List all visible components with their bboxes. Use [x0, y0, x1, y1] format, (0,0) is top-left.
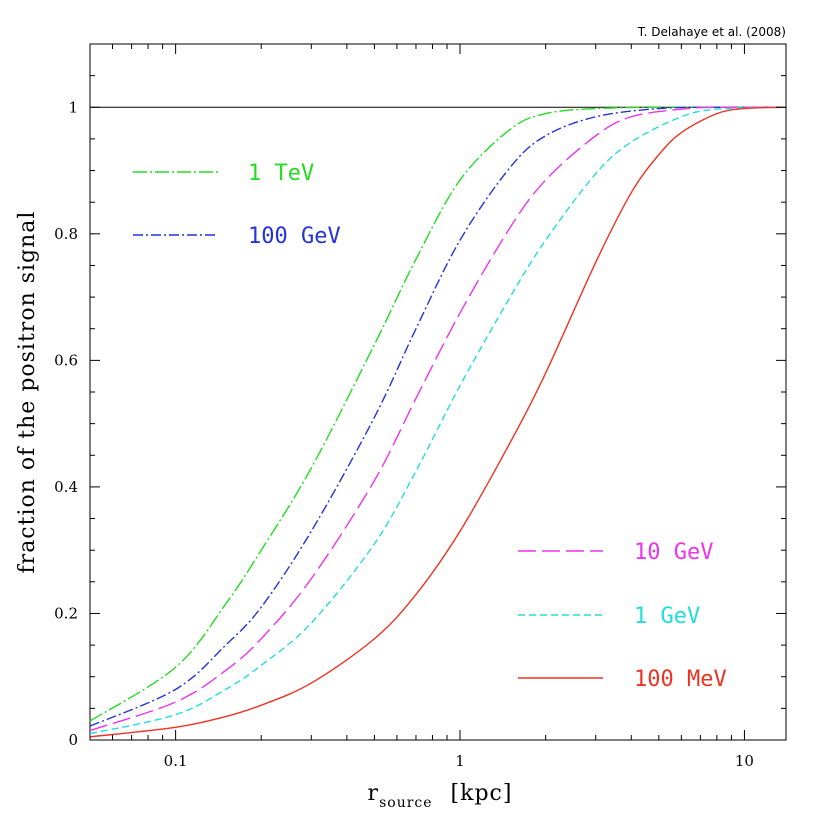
legend-label: 100 MeV	[634, 667, 727, 692]
y-axis-title: fraction of the positron signal	[15, 211, 40, 574]
plot-border	[89, 43, 787, 741]
y-tick-label: 0.4	[54, 478, 78, 496]
series-line-100-mev	[89, 106, 782, 738]
x-axis-title-main: r	[368, 781, 380, 806]
legend-label: 100 GeV	[248, 224, 341, 249]
plot-frame	[89, 43, 787, 741]
y-tick-label: 0.2	[54, 604, 78, 622]
chart-credit: T. Delahaye et al. (2008)	[637, 25, 786, 39]
y-tick-label: 0	[68, 731, 78, 749]
series-line-1-gev	[89, 106, 782, 735]
series-line-100-gev	[89, 106, 782, 727]
legend-label: 1 GeV	[634, 604, 700, 629]
x-tick-label: 1	[455, 752, 465, 770]
legend: 1 TeV 100 GeV 10 GeV 1 GeV 100 MeV	[133, 161, 727, 692]
y-tick-label: 0.6	[54, 351, 78, 369]
x-axis-title-sub: source	[379, 795, 432, 811]
x-axis-title: rsource [kpc]	[368, 781, 513, 811]
x-tick-label: 10	[735, 752, 754, 770]
x-axis-title-unit: [kpc]	[451, 781, 513, 806]
series-line-10-gev	[89, 106, 782, 732]
series-line-1-tev	[89, 106, 782, 722]
y-tick-label: 0.8	[54, 225, 78, 243]
y-tick-label: 1	[68, 98, 78, 116]
series-layer	[89, 106, 782, 738]
legend-label: 1 TeV	[248, 161, 314, 186]
x-tick-label: 0.1	[164, 752, 188, 770]
legend-label: 10 GeV	[634, 540, 713, 565]
ticks-layer: 0 0.2 0.4 0.6 0.8 1 0.1 1 10	[54, 43, 786, 770]
